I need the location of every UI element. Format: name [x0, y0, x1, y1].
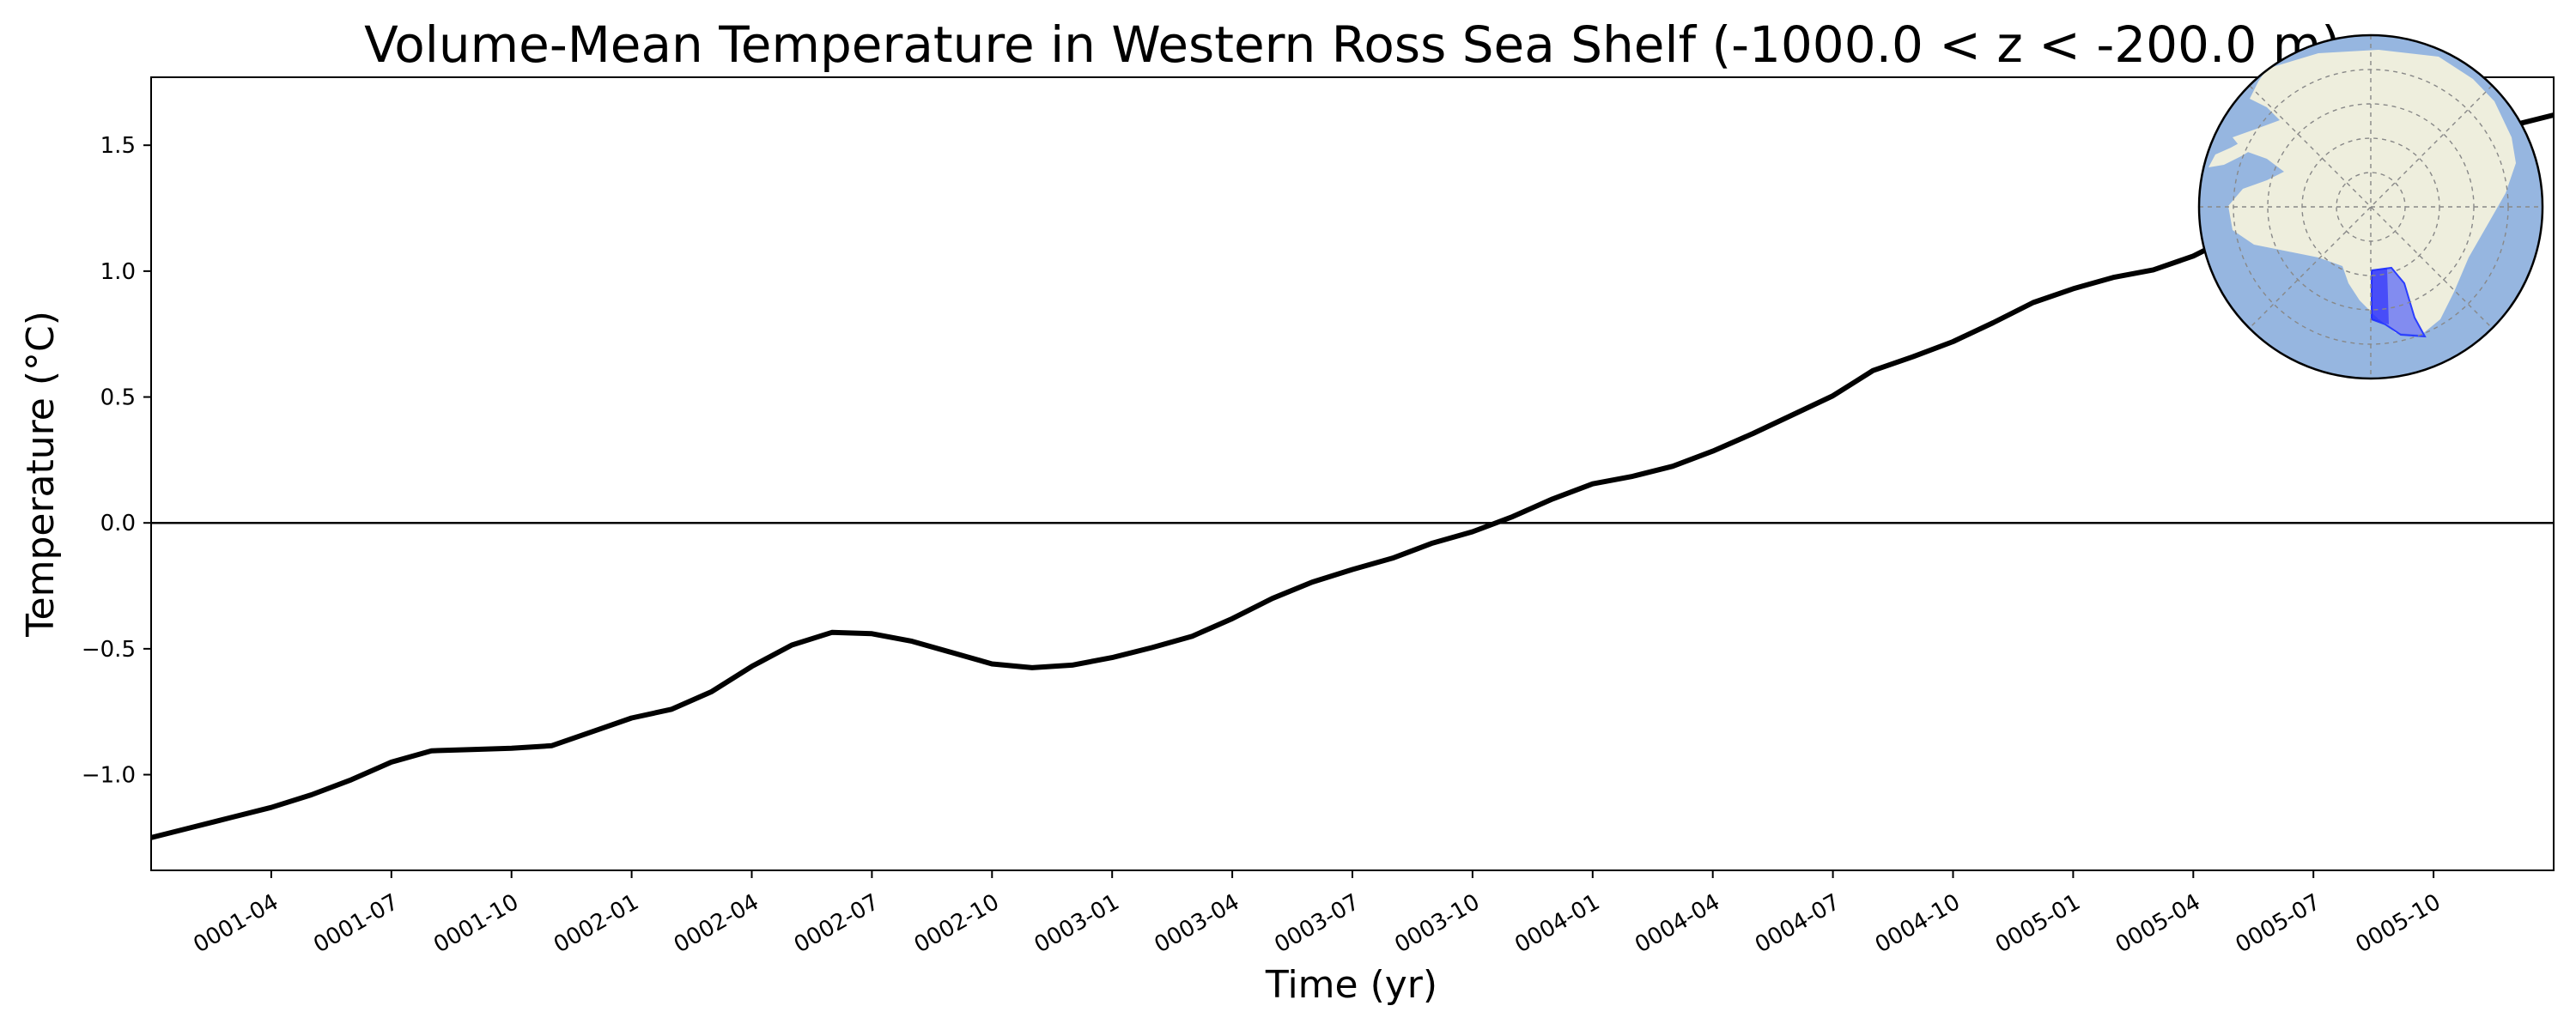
- y-tick-label: 1.0: [100, 259, 136, 285]
- map-peninsula: [2208, 129, 2267, 167]
- y-tick-label: 0.0: [100, 511, 136, 536]
- map-graticule: [2199, 35, 2543, 379]
- map-antarctica-land: [2228, 50, 2516, 335]
- y-tick-label: −0.5: [82, 637, 136, 663]
- y-tick-label: −1.0: [82, 763, 136, 789]
- inset-map-antarctica: [2197, 33, 2544, 380]
- chart-title: Volume-Mean Temperature in Western Ross …: [364, 15, 2341, 74]
- y-axis: −1.0 −0.5 0.0 0.5 1.0 1.5: [82, 133, 151, 789]
- temperature-series-line: [150, 112, 2555, 840]
- y-tick-label: 1.5: [100, 133, 136, 159]
- y-tick-label: 0.5: [100, 385, 136, 411]
- map-highlight-region-core: [2372, 269, 2389, 324]
- map-border: [2197, 33, 2544, 380]
- x-axis-label: Time (yr): [1265, 963, 1437, 1007]
- y-axis-label: Temperature (°C): [19, 311, 63, 638]
